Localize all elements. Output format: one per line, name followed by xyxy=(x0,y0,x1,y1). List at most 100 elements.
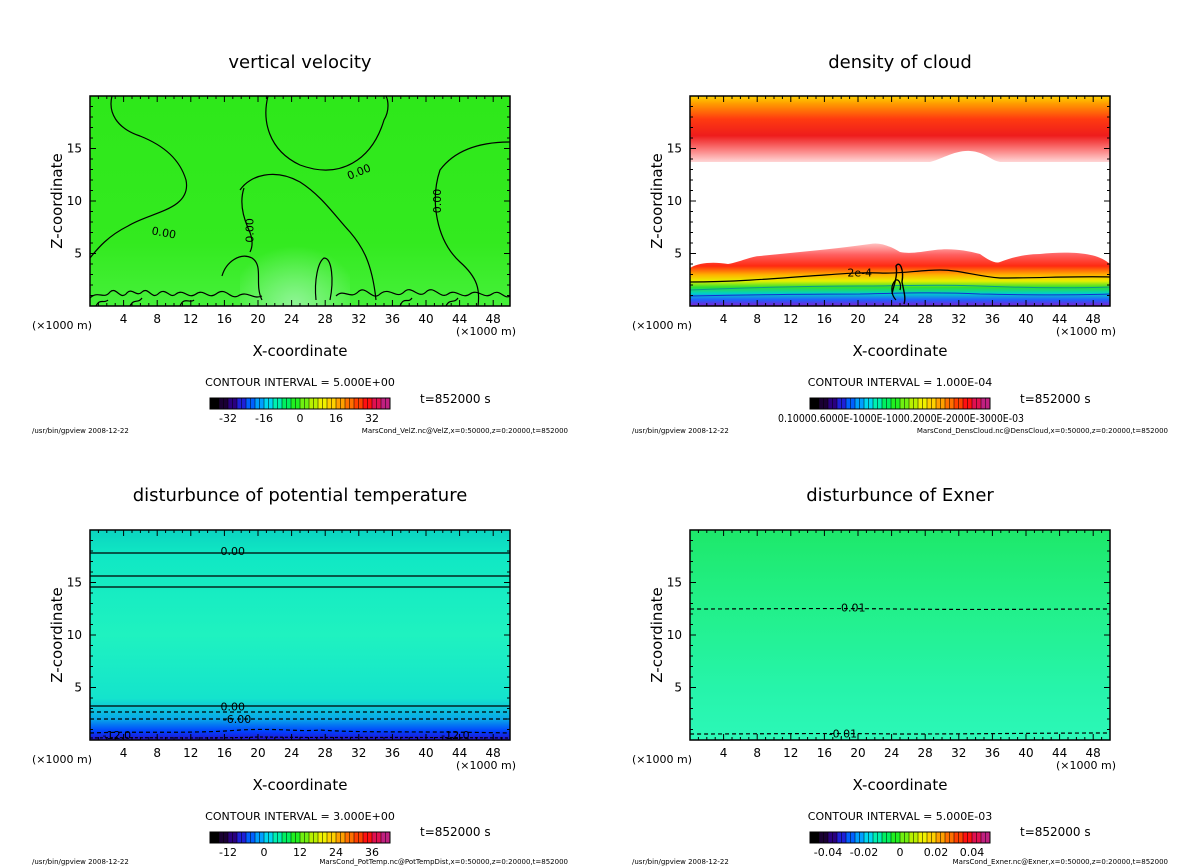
colorbar-swatch xyxy=(255,398,260,409)
colorbar-swatch xyxy=(264,398,269,409)
colorbar-tick-label: 32 xyxy=(365,412,379,425)
colorbar-swatch xyxy=(909,398,914,409)
contour-label-text: -12.0 xyxy=(441,729,469,742)
panel-vertical-velocity: vertical velocity 0.000.00 0.000.00 4 8 12 1… xyxy=(32,52,568,435)
colorbar-swatch xyxy=(823,832,829,843)
y-tick-label: 15 xyxy=(667,576,682,590)
contour-lines xyxy=(89,552,511,739)
colorbar-swatch xyxy=(223,398,229,409)
time-stamp: t=852000 s xyxy=(1020,825,1091,839)
time-stamp: t=852000 s xyxy=(420,392,491,406)
y-tick-label: 15 xyxy=(667,142,682,156)
colorbar-swatch xyxy=(295,398,301,409)
colorbar-swatch xyxy=(828,398,833,409)
x-tick-label: 32 xyxy=(351,746,366,760)
contour-label-text: 0.00 xyxy=(221,545,246,558)
colorbar-frame xyxy=(809,397,991,410)
colorbar-swatch xyxy=(837,832,842,843)
colorbar-tick-label: -12 xyxy=(219,846,237,859)
x-tick-label: 36 xyxy=(985,746,1000,760)
colorbar-swatch xyxy=(958,832,964,843)
colorbar-tick-label: -0.04 xyxy=(814,846,842,859)
colorbar-swatch xyxy=(286,398,292,409)
x-tick-label: 8 xyxy=(753,746,761,760)
contour-line xyxy=(265,95,389,171)
colorbar-swatch xyxy=(336,398,341,409)
panel-title: vertical velocity xyxy=(228,52,372,73)
colorbar-swatch xyxy=(268,832,274,843)
panel-title: density of cloud xyxy=(828,52,972,73)
x-tick-label: 12 xyxy=(183,312,198,326)
x-tick-label: 28 xyxy=(918,312,933,326)
colorbar-swatch xyxy=(886,832,892,843)
lower-cloud-layer xyxy=(690,243,1110,306)
colorbar-swatch xyxy=(246,398,251,409)
colorbar-swatch xyxy=(940,398,946,409)
y-tick-label: 10 xyxy=(67,628,82,642)
contour-line xyxy=(689,732,1111,735)
colorbar-swatch xyxy=(837,398,842,409)
colorbar-swatch xyxy=(904,398,910,409)
x-tick-label: 48 xyxy=(486,746,501,760)
colorbar-swatch xyxy=(900,398,905,409)
colorbar-swatch xyxy=(372,832,377,843)
colorbar-swatch xyxy=(331,832,337,843)
x-tick-label: 24 xyxy=(884,312,899,326)
colorbar-swatch xyxy=(976,398,982,409)
x-tick-label: 20 xyxy=(250,746,265,760)
contour-line xyxy=(89,95,188,259)
colorbar-swatch xyxy=(214,832,220,843)
contour-label-text: 0.00 xyxy=(431,189,444,214)
colorbar-swatch xyxy=(846,398,851,409)
footer-right: MarsCond_Exner.nc@Exner,x=0:50000,z=0:20… xyxy=(953,858,1168,866)
colorbar-frame xyxy=(809,831,991,844)
contour-line xyxy=(89,736,511,739)
colorbar-swatch xyxy=(340,398,346,409)
x-unit-right: (×1000 m) xyxy=(1056,325,1116,338)
x-axis-label: X-coordinate xyxy=(853,776,948,794)
colorbar-swatch xyxy=(273,398,278,409)
colorbar-swatch xyxy=(900,832,905,843)
colorbar-swatch xyxy=(891,398,896,409)
x-tick-label: 20 xyxy=(850,312,865,326)
colorbar-swatch xyxy=(259,832,265,843)
contour-labels: 2e-4 xyxy=(847,266,872,279)
colorbar-tick-label: 0 xyxy=(297,412,304,425)
colorbar-swatch xyxy=(949,398,955,409)
contour-label: 0.00 xyxy=(431,189,444,214)
colorbar-swatch xyxy=(241,398,247,409)
upper-cloud-layer xyxy=(690,96,1110,162)
contour-label-text: 2e-4 xyxy=(847,266,872,279)
colorbar-tick-label: -32 xyxy=(219,412,237,425)
x-tick-label: 24 xyxy=(884,746,899,760)
colorbar-swatch xyxy=(300,398,305,409)
colorbar-tick-label: 24 xyxy=(329,846,343,859)
colorbar-swatch xyxy=(318,398,323,409)
colorbar-swatch xyxy=(945,832,950,843)
colorbar-swatch xyxy=(936,832,941,843)
colorbar-swatch xyxy=(855,832,860,843)
colorbar-swatch xyxy=(250,832,256,843)
colorbar-swatch xyxy=(886,398,892,409)
contour-interval: CONTOUR INTERVAL = 5.000E-03 xyxy=(808,810,992,823)
x-tick-label: 12 xyxy=(783,312,798,326)
colorbar-tick-label: 0 xyxy=(897,846,904,859)
footer-right: MarsCond_DensCloud.nc@DensCloud,x=0:5000… xyxy=(917,427,1168,435)
colorbar-swatch xyxy=(909,832,914,843)
y-tick-label: 10 xyxy=(667,194,682,208)
x-tick-label: 36 xyxy=(385,312,400,326)
x-tick-label: 40 xyxy=(418,746,433,760)
x-tick-label: 20 xyxy=(250,312,265,326)
x-tick-label: 8 xyxy=(153,312,161,326)
colorbar-swatch xyxy=(976,832,982,843)
y-tick-label: 15 xyxy=(67,576,82,590)
colorbar-swatch xyxy=(918,832,923,843)
colorbar-swatch xyxy=(864,398,869,409)
contour-line xyxy=(221,255,263,301)
x-tick-label: 12 xyxy=(783,746,798,760)
contour-labels: 0.000.00-6.00-12.0 -12.0 xyxy=(103,545,470,742)
contour-line xyxy=(689,292,1111,297)
